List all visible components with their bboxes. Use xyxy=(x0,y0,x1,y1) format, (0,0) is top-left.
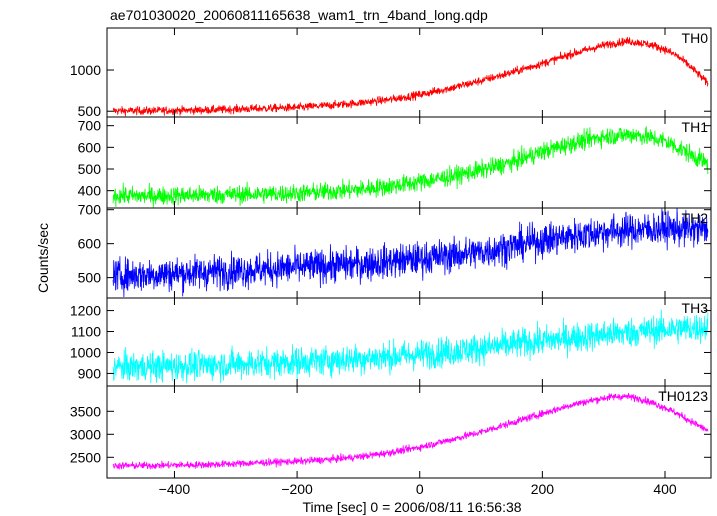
x-tick-label: −200 xyxy=(281,481,313,497)
y-tick-label: 500 xyxy=(78,270,102,286)
y-tick-label: 600 xyxy=(78,139,102,155)
panel-frame xyxy=(106,385,712,479)
series-line-th0 xyxy=(112,36,709,117)
panel-label-th1: TH1 xyxy=(682,119,709,135)
panel-frame xyxy=(106,207,712,299)
panel-label-th0123: TH0123 xyxy=(658,388,708,404)
panel-label-th3: TH3 xyxy=(682,300,709,316)
panel-label-th0: TH0 xyxy=(682,30,709,46)
y-tick-label: 600 xyxy=(78,236,102,252)
series-line-th1 xyxy=(112,126,709,209)
y-tick-label: 3000 xyxy=(70,426,101,442)
y-axis-label: Counts/sec xyxy=(35,223,51,293)
panel-th3: 900 1000 1100 1200 TH3 xyxy=(70,297,712,387)
panel-th1: 400 500 600 700 TH1 xyxy=(78,116,712,209)
y-tick-label: 1000 xyxy=(70,62,101,78)
series-line-th2 xyxy=(112,207,709,298)
x-axis-label: Time [sec] 0 = 2006/08/11 16:56:38 xyxy=(302,499,521,515)
x-tick-label: 200 xyxy=(531,481,555,497)
panel-th0: 500 1000 TH0 xyxy=(70,27,712,119)
panel-label-th2: TH2 xyxy=(682,210,709,226)
panel-frame xyxy=(106,27,712,118)
y-tick-label: 1100 xyxy=(71,324,101,340)
panel-th2: 500 600 700 TH2 xyxy=(78,202,712,299)
y-tick-label: 500 xyxy=(78,161,102,177)
x-tick-label: 400 xyxy=(653,481,677,497)
y-tick-label: 2500 xyxy=(70,449,101,465)
x-tick-label: −400 xyxy=(159,481,191,497)
y-tick-label: 500 xyxy=(78,103,102,119)
y-tick-label: 3500 xyxy=(70,403,101,419)
series-line-th3 xyxy=(112,309,709,384)
series-line-th0123 xyxy=(112,392,709,471)
y-tick-label: 1000 xyxy=(70,344,101,360)
y-tick-label: 700 xyxy=(78,202,102,218)
x-tick-label: 0 xyxy=(416,481,424,497)
panel-th0123: 2500 3000 3500 TH0123 xyxy=(70,385,712,479)
y-tick-label: 900 xyxy=(78,365,102,381)
y-tick-label: 400 xyxy=(78,183,102,199)
y-tick-label: 1200 xyxy=(70,303,101,319)
panels: 500 1000 TH0 400 500 600 700 TH1 500 600 700 TH2 900… xyxy=(70,27,712,497)
y-tick-label: 700 xyxy=(78,118,102,134)
chart-title: ae701030020_20060811165638_wam1_trn_4ban… xyxy=(110,7,488,23)
